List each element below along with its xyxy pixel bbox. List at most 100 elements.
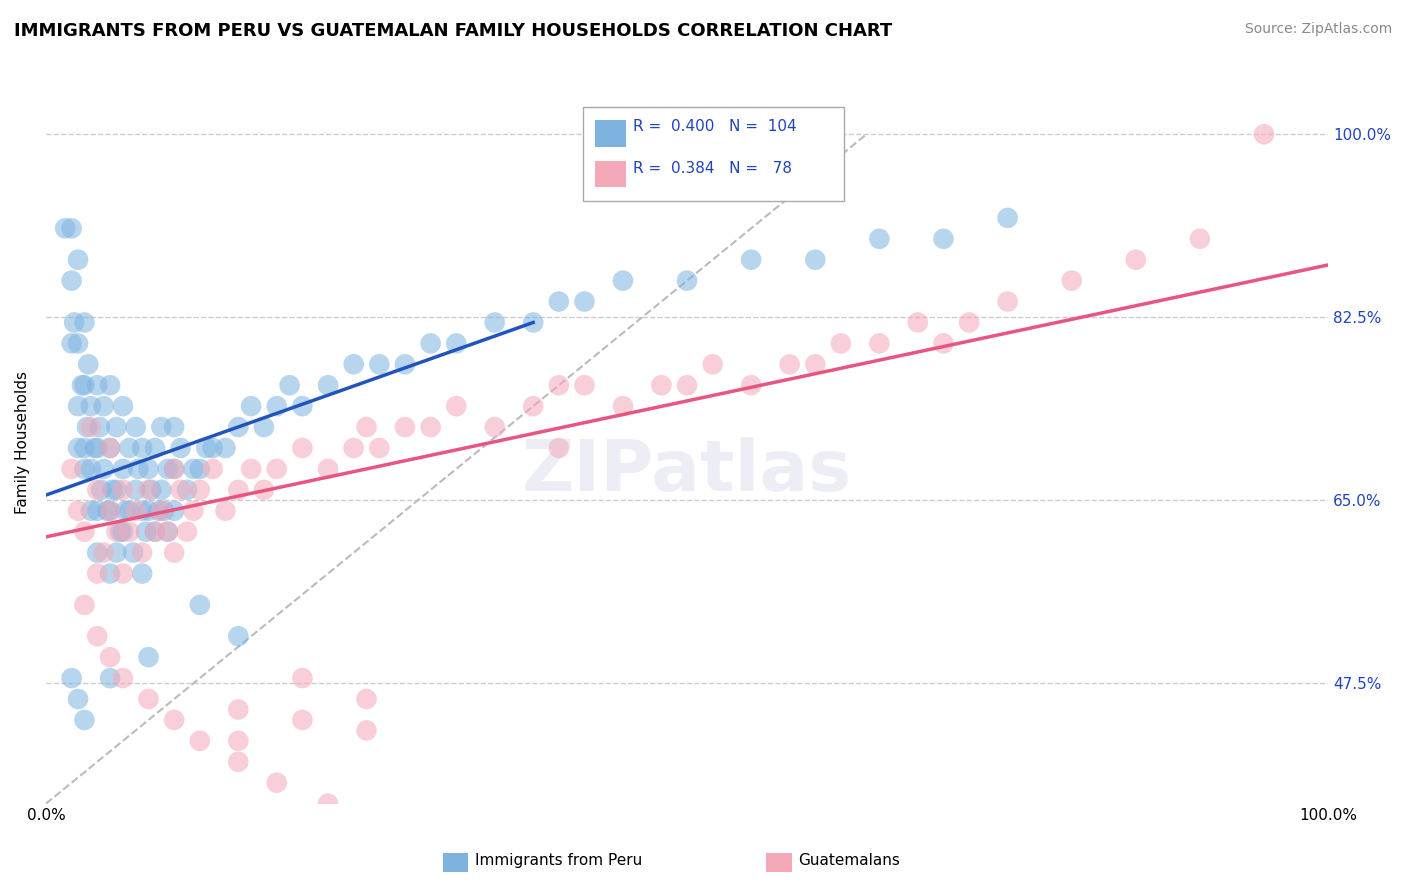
Point: [266, 775, 288, 789]
Point: [740, 252, 762, 267]
Point: [394, 420, 416, 434]
Point: [1188, 232, 1211, 246]
Point: [226, 755, 249, 769]
Point: [73, 441, 96, 455]
Point: [188, 462, 211, 476]
Point: [80, 462, 103, 476]
Point: [253, 483, 276, 497]
Point: [70, 378, 93, 392]
Point: [105, 545, 128, 559]
Point: [356, 723, 378, 738]
Point: [574, 294, 596, 309]
Point: [93, 462, 115, 476]
Point: [86, 483, 108, 497]
Point: [93, 545, 115, 559]
Point: [122, 545, 145, 559]
Point: [188, 598, 211, 612]
Text: ZIPatlas: ZIPatlas: [522, 437, 852, 506]
Point: [73, 598, 96, 612]
Point: [66, 504, 89, 518]
Point: [118, 441, 141, 455]
Point: [60, 462, 83, 476]
Point: [83, 441, 105, 455]
Text: R =  0.400   N =  104: R = 0.400 N = 104: [633, 119, 796, 134]
Point: [98, 504, 121, 518]
Point: [830, 336, 852, 351]
Point: [201, 462, 224, 476]
Point: [127, 462, 149, 476]
Point: [138, 650, 160, 665]
Point: [90, 483, 112, 497]
Point: [804, 357, 827, 371]
Point: [131, 504, 153, 518]
Point: [96, 504, 118, 518]
Point: [163, 545, 186, 559]
Point: [101, 483, 124, 497]
Point: [804, 252, 827, 267]
Point: [214, 441, 236, 455]
Point: [446, 399, 468, 413]
Point: [253, 420, 276, 434]
Point: [484, 316, 506, 330]
Point: [73, 378, 96, 392]
Point: [77, 357, 100, 371]
Point: [997, 294, 1019, 309]
Point: [98, 441, 121, 455]
Point: [98, 504, 121, 518]
Point: [93, 399, 115, 413]
Point: [484, 420, 506, 434]
Point: [291, 671, 314, 685]
Point: [1060, 274, 1083, 288]
Point: [105, 524, 128, 539]
Point: [419, 336, 441, 351]
Point: [98, 650, 121, 665]
Point: [125, 420, 148, 434]
Point: [153, 504, 176, 518]
Text: Source: ZipAtlas.com: Source: ZipAtlas.com: [1244, 22, 1392, 37]
Point: [138, 504, 160, 518]
Point: [86, 378, 108, 392]
Point: [73, 316, 96, 330]
Point: [183, 462, 205, 476]
Point: [676, 378, 699, 392]
Point: [80, 504, 103, 518]
Point: [111, 524, 134, 539]
Point: [226, 734, 249, 748]
Point: [86, 566, 108, 581]
Point: [740, 378, 762, 392]
Point: [907, 316, 929, 330]
Point: [547, 441, 569, 455]
Point: [138, 462, 160, 476]
Point: [368, 441, 391, 455]
Text: R =  0.384   N =   78: R = 0.384 N = 78: [633, 161, 792, 176]
Text: Guatemalans: Guatemalans: [799, 853, 900, 868]
Point: [118, 504, 141, 518]
Point: [60, 336, 83, 351]
Point: [240, 399, 263, 413]
Point: [183, 504, 205, 518]
Point: [163, 504, 186, 518]
Point: [163, 462, 186, 476]
Point: [125, 504, 148, 518]
Point: [66, 252, 89, 267]
Point: [111, 566, 134, 581]
Point: [176, 483, 198, 497]
Text: Immigrants from Peru: Immigrants from Peru: [475, 853, 643, 868]
Point: [356, 692, 378, 706]
Point: [176, 524, 198, 539]
Point: [86, 504, 108, 518]
Point: [226, 420, 249, 434]
Point: [150, 483, 173, 497]
Point: [316, 797, 339, 811]
Point: [89, 420, 111, 434]
Point: [73, 713, 96, 727]
Point: [1253, 127, 1275, 141]
Point: [110, 524, 132, 539]
Point: [111, 399, 134, 413]
Point: [169, 483, 191, 497]
Point: [111, 671, 134, 685]
Point: [98, 441, 121, 455]
Point: [156, 462, 179, 476]
Point: [266, 399, 288, 413]
Point: [105, 420, 128, 434]
